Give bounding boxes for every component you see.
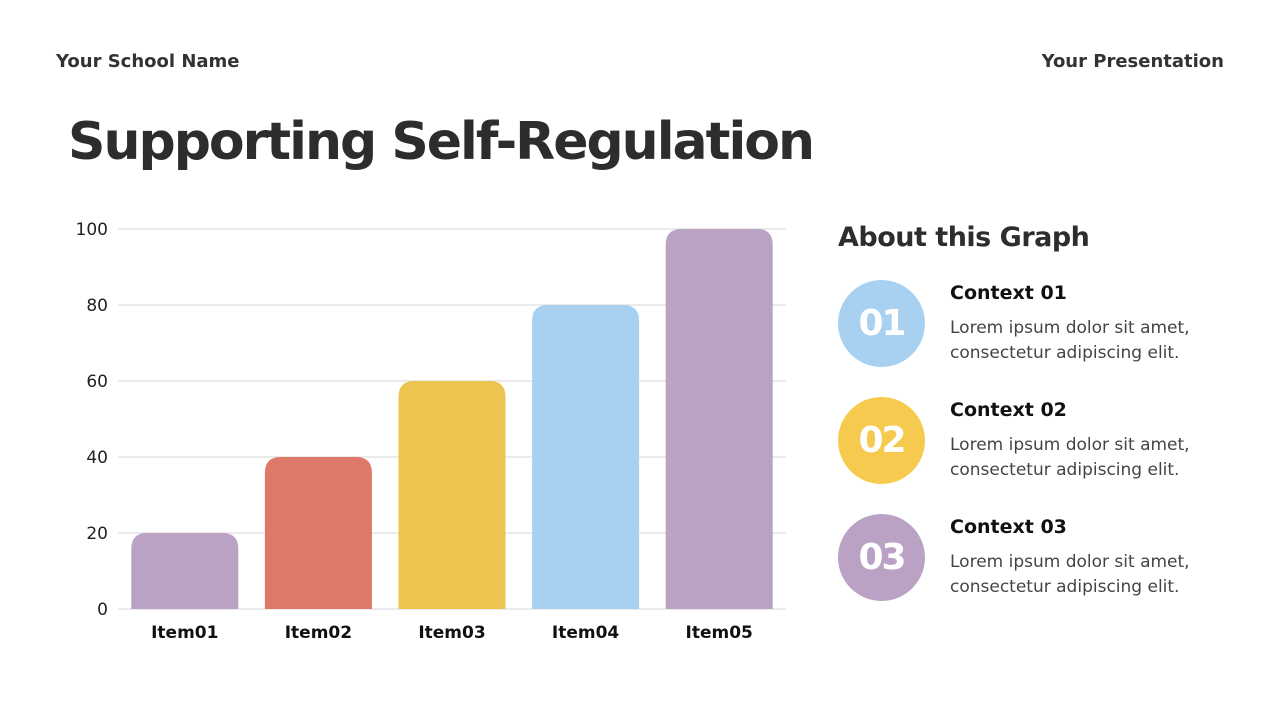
x-tick-label: Item02 [285,623,352,643]
context-item-01: 01 Context 01 Lorem ipsum dolor sit amet… [838,280,1238,370]
presentation-name: Your Presentation [1041,51,1224,72]
bar-item01 [131,533,239,609]
slide-title: Supporting Self-Regulation [68,112,815,172]
context-item-02: 02 Context 02 Lorem ipsum dolor sit amet… [838,397,1238,487]
chart-y-axis: 0 20 40 60 80 100 [76,220,108,620]
bar-item04 [532,305,640,609]
bar-item02 [264,457,372,609]
context-text: Lorem ipsum dolor sit amet, consectetur … [950,552,1190,597]
y-tick-label: 40 [86,448,108,468]
chart-bars [131,229,773,609]
school-name: Your School Name [56,51,240,72]
context-item-03: 03 Context 03 Lorem ipsum dolor sit amet… [838,514,1238,604]
y-tick-label: 20 [86,524,108,544]
chart-x-axis: Item01 Item02 Item03 Item04 Item05 [151,623,753,643]
y-tick-label: 0 [97,600,108,620]
x-tick-label: Item05 [686,623,753,643]
x-tick-label: Item03 [418,623,485,643]
context-number-badge: 02 [838,397,925,484]
context-text: Lorem ipsum dolor sit amet, consectetur … [950,435,1190,480]
y-tick-label: 80 [86,296,108,316]
context-heading: Context 01 [950,282,1067,304]
bar-item03 [398,381,506,609]
y-tick-label: 60 [86,372,108,392]
about-graph-title: About this Graph [838,222,1090,253]
x-tick-label: Item04 [552,623,620,643]
context-number-badge: 01 [838,280,925,367]
context-heading: Context 03 [950,516,1067,538]
x-tick-label: Item01 [151,623,218,643]
context-number-badge: 03 [838,514,925,601]
bar-item05 [665,229,773,609]
context-text: Lorem ipsum dolor sit amet, consectetur … [950,318,1190,363]
context-heading: Context 02 [950,399,1067,421]
y-tick-label: 100 [76,220,108,240]
